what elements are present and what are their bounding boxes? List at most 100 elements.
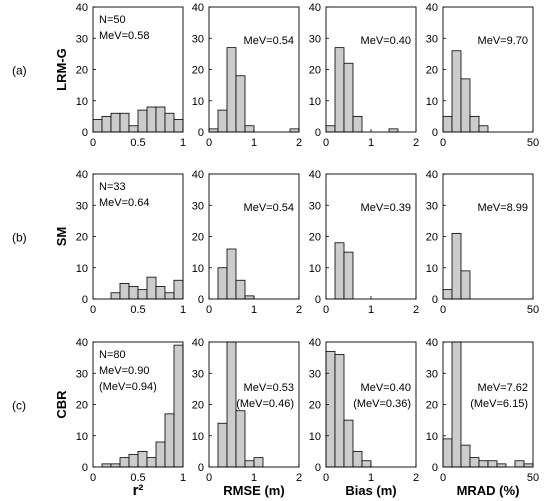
histogram-bar-r1c1-4 (244, 295, 255, 300)
y-tick-label-r0c3-2: 20 (426, 65, 438, 77)
histogram-bar-r2c1-5 (253, 457, 264, 468)
histogram-bar-r0c0-5 (137, 109, 148, 133)
y-tick-label-r0c2-1: 10 (309, 96, 321, 108)
histogram-bar-r2c0-8 (164, 413, 175, 468)
annotation-r2c1-0: MeV=0.53 (244, 382, 294, 394)
x-tick-label-r2c1-2: 2 (296, 472, 302, 484)
annotation-r2c2-0: MeV=0.40 (361, 382, 411, 394)
y-tick-label-r2c3-2: 20 (426, 400, 438, 412)
histogram-bar-r2c3-3 (469, 457, 480, 468)
histogram-bar-r2c2-2 (343, 419, 354, 468)
y-tick-label-r2c1-1: 10 (192, 431, 204, 443)
histogram-bar-r1c0-9 (173, 279, 184, 300)
x-tick-label-r1c2-0: 0 (323, 304, 329, 316)
histogram-bar-r1c0-2 (110, 292, 121, 300)
histogram-bar-r0c3-2 (460, 78, 471, 133)
histogram-bar-r0c0-9 (173, 119, 184, 133)
y-tick-label-r1c2-4: 40 (309, 169, 321, 181)
y-tick-label-r1c1-1: 10 (192, 263, 204, 275)
x-axis-label-1: RMSE (m) (223, 483, 284, 498)
histogram-bar-r0c0-2 (110, 112, 121, 133)
y-tick-label-r2c3-3: 30 (426, 368, 438, 380)
y-tick-label-r2c1-3: 30 (192, 368, 204, 380)
y-tick-label-r2c0-1: 10 (76, 431, 88, 443)
histogram-bar-r1c0-8 (164, 292, 175, 300)
histogram-bar-r2c0-1 (101, 463, 112, 468)
x-tick-label-r1c2-1: 1 (368, 304, 374, 316)
y-tick-label-r1c0-2: 20 (76, 232, 88, 244)
y-tick-label-r1c1-3: 30 (192, 200, 204, 212)
histogram-bar-r2c0-2 (110, 463, 121, 468)
histogram-bar-r2c0-6 (146, 457, 157, 468)
y-tick-label-r1c2-2: 20 (309, 232, 321, 244)
histogram-bar-r0c2-2 (343, 62, 354, 133)
y-tick-label-r0c0-3: 30 (76, 33, 88, 45)
y-tick-label-r2c3-4: 40 (426, 337, 438, 349)
histogram-bar-r0c0-6 (146, 106, 157, 133)
x-tick-label-r1c1-2: 2 (296, 304, 302, 316)
y-tick-label-r1c0-3: 30 (76, 200, 88, 212)
histogram-bar-r1c2-1 (334, 242, 345, 300)
histogram-bar-r1c0-6 (146, 276, 157, 300)
y-tick-label-r0c0-4: 40 (76, 2, 88, 14)
histogram-bar-r0c1-1 (217, 109, 228, 133)
y-tick-label-r0c2-4: 40 (309, 2, 321, 14)
histogram-bar-r1c1-2 (226, 248, 237, 300)
annotation-r0c2-0: MeV=0.40 (361, 35, 411, 47)
histogram-bar-r1c3-2 (460, 270, 471, 300)
histogram-bar-r0c1-0 (208, 128, 219, 133)
y-tick-label-r1c2-3: 30 (309, 200, 321, 212)
x-tick-label-r0c2-1: 1 (368, 137, 374, 149)
y-tick-label-r0c2-3: 30 (309, 33, 321, 45)
x-tick-label-r2c1-1: 1 (251, 472, 257, 484)
histogram-bar-r0c1-3 (235, 75, 246, 133)
y-tick-label-r2c3-1: 10 (426, 431, 438, 443)
y-tick-label-r2c0-4: 40 (76, 337, 88, 349)
x-tick-label-r2c2-2: 2 (413, 472, 419, 484)
y-tick-label-r1c1-0: 0 (198, 294, 204, 306)
histogram-bar-r0c0-3 (119, 112, 130, 133)
y-tick-label-r1c3-3: 30 (426, 200, 438, 212)
histogram-bar-r1c3-0 (442, 289, 453, 300)
x-tick-label-r0c1-2: 2 (296, 137, 302, 149)
histogram-bar-r2c0-5 (137, 450, 148, 468)
x-tick-label-r1c3-1: 50 (527, 304, 539, 316)
y-tick-label-r2c1-4: 40 (192, 337, 204, 349)
histogram-bar-r1c0-4 (128, 286, 139, 300)
x-tick-label-r0c3-1: 50 (527, 137, 539, 149)
histogram-bar-r2c3-8 (514, 460, 525, 468)
annotation-r2c0-0: N=80 (99, 349, 126, 361)
x-tick-label-r0c1-1: 1 (251, 137, 257, 149)
x-tick-label-r2c0-0: 0 (90, 472, 96, 484)
x-axis-label-3: MRAD (%) (457, 483, 520, 498)
annotation-r1c3-0: MeV=8.99 (478, 202, 528, 214)
y-tick-label-r0c0-0: 0 (82, 127, 88, 139)
x-tick-label-r0c1-0: 0 (206, 137, 212, 149)
annotation-r1c0-1: MeV=0.64 (99, 197, 149, 209)
y-tick-label-r1c2-1: 10 (309, 263, 321, 275)
histogram-bar-r2c2-4 (361, 460, 372, 468)
y-tick-label-r0c1-1: 10 (192, 96, 204, 108)
y-tick-label-r0c0-2: 20 (76, 65, 88, 77)
histogram-bar-r0c1-2 (226, 47, 237, 133)
annotation-r2c3-0: MeV=7.62 (478, 382, 528, 394)
histogram-bar-r2c3-9 (523, 463, 534, 468)
annotation-r2c2-1: (MeV=0.36) (353, 398, 411, 410)
y-tick-label-r1c1-4: 40 (192, 169, 204, 181)
x-tick-label-r0c3-0: 0 (440, 137, 446, 149)
y-tick-label-r2c0-0: 0 (82, 462, 88, 474)
histogram-bar-r0c3-4 (478, 125, 489, 133)
annotation-r0c3-0: MeV=9.70 (478, 35, 528, 47)
x-tick-label-r0c0-0: 0 (90, 137, 96, 149)
histogram-bar-r2c2-3 (352, 450, 363, 468)
row-label-2: (c) (12, 399, 26, 413)
x-tick-label-r0c0-1: 0.5 (130, 137, 145, 149)
y-tick-label-r2c1-2: 20 (192, 400, 204, 412)
histogram-bar-r2c2-1 (334, 354, 345, 468)
annotation-r2c3-1: (MeV=6.15) (470, 398, 528, 410)
histogram-bar-r0c3-0 (442, 115, 453, 133)
y-tick-label-r1c0-0: 0 (82, 294, 88, 306)
annotation-r0c0-0: N=50 (99, 14, 126, 26)
histogram-bar-r2c3-4 (478, 460, 489, 468)
